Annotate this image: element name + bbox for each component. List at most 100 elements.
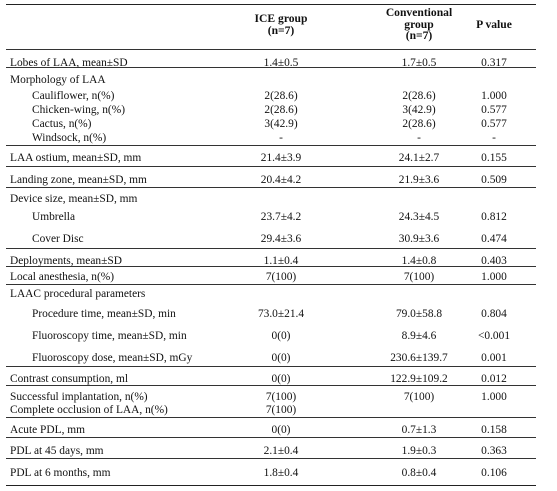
row-label: Cactus, n(%) <box>32 118 92 130</box>
table-rule <box>6 67 536 68</box>
row-label: LAAC procedural parameters <box>10 288 146 300</box>
cell-pvalue: 1.000 <box>481 90 507 102</box>
row-label: Windsock, n(%) <box>32 132 107 144</box>
cell-conventional: 230.6±139.7 <box>390 352 448 364</box>
row-label: PDL at 45 days, mm <box>10 445 104 457</box>
cell-conventional: 7(100) <box>403 391 435 403</box>
cell-ice: 7(100) <box>265 391 297 403</box>
header-conv-line1: Conventional <box>385 6 453 19</box>
row-label: LAA ostium, mean±SD, mm <box>10 152 142 164</box>
table-rule <box>6 485 536 486</box>
cell-pvalue: 0.577 <box>481 104 507 116</box>
cell-ice: 7(100) <box>265 271 297 283</box>
cell-pvalue: 1.000 <box>481 391 507 403</box>
cell-pvalue: 0.363 <box>481 445 507 457</box>
cell-ice: 2.1±0.4 <box>263 445 299 457</box>
row-label: Deployments, mean±SD <box>10 255 122 267</box>
cell-ice: 73.0±21.4 <box>257 308 305 320</box>
row-label: Contrast consumption, ml <box>10 373 129 385</box>
cell-pvalue: 0.158 <box>481 424 507 436</box>
row-label: Procedure time, mean±SD, min <box>32 308 176 320</box>
cell-ice: 2(28.6) <box>264 90 298 102</box>
cell-conventional: 1.4±0.8 <box>401 255 437 267</box>
cell-pvalue: 0.317 <box>481 57 507 69</box>
results-table: ICE group (n=7) Conventional group (n=7)… <box>6 4 536 486</box>
cell-pvalue: <0.001 <box>477 330 511 342</box>
header-ice-line1: ICE group <box>254 12 308 25</box>
table-rule <box>6 437 536 438</box>
row-label: PDL at 6 months, mm <box>10 467 111 479</box>
row-label: Device size, mean±SD, mm <box>10 193 138 205</box>
cell-ice: 29.4±3.6 <box>260 233 302 245</box>
cell-ice: 0(0) <box>271 424 291 436</box>
row-label: Chicken-wing, n(%) <box>32 104 125 116</box>
cell-ice: 1.1±0.4 <box>263 255 299 267</box>
cell-ice: 2(28.6) <box>264 104 298 116</box>
row-label: Cauliflower, n(%) <box>32 90 115 102</box>
cell-ice: 3(42.9) <box>264 118 298 130</box>
table-rule <box>6 458 536 459</box>
cell-conventional: 21.9±3.6 <box>398 174 440 186</box>
table-rule <box>6 385 536 386</box>
cell-conventional: 1.7±0.5 <box>401 57 437 69</box>
table-rule <box>6 187 536 188</box>
header-ice: ICE group (n=7) <box>216 13 346 36</box>
header-conv-line2: group <box>404 17 434 31</box>
row-label: Lobes of LAA, mean±SD <box>10 57 128 69</box>
cell-pvalue: 0.509 <box>481 174 507 186</box>
cell-conventional: 0.7±1.3 <box>401 424 437 436</box>
cell-ice: 7(100) <box>265 404 297 416</box>
cell-ice: 0(0) <box>271 330 291 342</box>
table-rule <box>6 266 536 267</box>
cell-conventional: 79.0±58.8 <box>395 308 443 320</box>
cell-pvalue: 0.812 <box>481 211 507 223</box>
cell-ice: 21.4±3.9 <box>260 152 302 164</box>
row-label: Cover Disc <box>32 233 84 245</box>
cell-pvalue: 1.000 <box>481 271 507 283</box>
row-label: Successful implantation, n(%) <box>10 391 148 403</box>
cell-ice: 20.4±4.2 <box>260 174 302 186</box>
row-label: Acute PDL, mm <box>10 424 85 436</box>
cell-conventional: 7(100) <box>403 271 435 283</box>
cell-conventional: 30.9±3.6 <box>398 233 440 245</box>
table-rule <box>6 166 536 167</box>
cell-pvalue: 0.804 <box>481 308 507 320</box>
cell-conventional: 8.9±4.6 <box>401 330 437 342</box>
cell-conventional: 3(42.9) <box>402 104 436 116</box>
cell-conventional: 2(28.6) <box>402 90 436 102</box>
row-label: Fluoroscopy time, mean±SD, min <box>32 330 187 342</box>
table-rule <box>6 145 536 146</box>
table-rule <box>6 4 536 5</box>
cell-ice: 1.4±0.5 <box>263 57 299 69</box>
cell-pvalue: 0.403 <box>481 255 507 267</box>
cell-ice: 0(0) <box>271 352 291 364</box>
cell-ice: 23.7±4.2 <box>260 211 302 223</box>
cell-ice: 1.8±0.4 <box>263 467 299 479</box>
cell-ice: - <box>279 132 283 144</box>
cell-pvalue: 0.012 <box>481 373 507 385</box>
table-rule <box>6 284 536 285</box>
cell-pvalue: 0.474 <box>481 233 507 245</box>
cell-pvalue: 0.106 <box>481 467 507 479</box>
cell-ice: 0(0) <box>271 373 291 385</box>
cell-conventional: 1.9±0.3 <box>401 445 437 457</box>
cell-conventional: 0.8±0.4 <box>401 467 437 479</box>
cell-conventional: 24.1±2.7 <box>398 152 440 164</box>
cell-pvalue: 0.001 <box>481 352 507 364</box>
header-conv-line3: (n=7) <box>405 29 433 42</box>
row-label: Umbrella <box>32 211 76 223</box>
cell-conventional: 24.3±4.5 <box>398 211 440 223</box>
cell-conventional: - <box>417 132 421 144</box>
header-ice-line2: (n=7) <box>267 23 295 37</box>
row-label: Complete occlusion of LAA, n(%) <box>10 404 168 416</box>
header-pvalue: P value <box>476 18 512 31</box>
table-rule <box>6 417 536 418</box>
cell-pvalue: - <box>492 132 496 144</box>
cell-conventional: 2(28.6) <box>402 118 436 130</box>
table-rule <box>6 366 536 367</box>
row-label: Landing zone, mean±SD, mm <box>10 174 147 186</box>
table-rule <box>6 248 536 249</box>
table-rule <box>6 49 536 50</box>
cell-pvalue: 0.577 <box>481 118 507 130</box>
row-label: Morphology of LAA <box>10 74 106 86</box>
